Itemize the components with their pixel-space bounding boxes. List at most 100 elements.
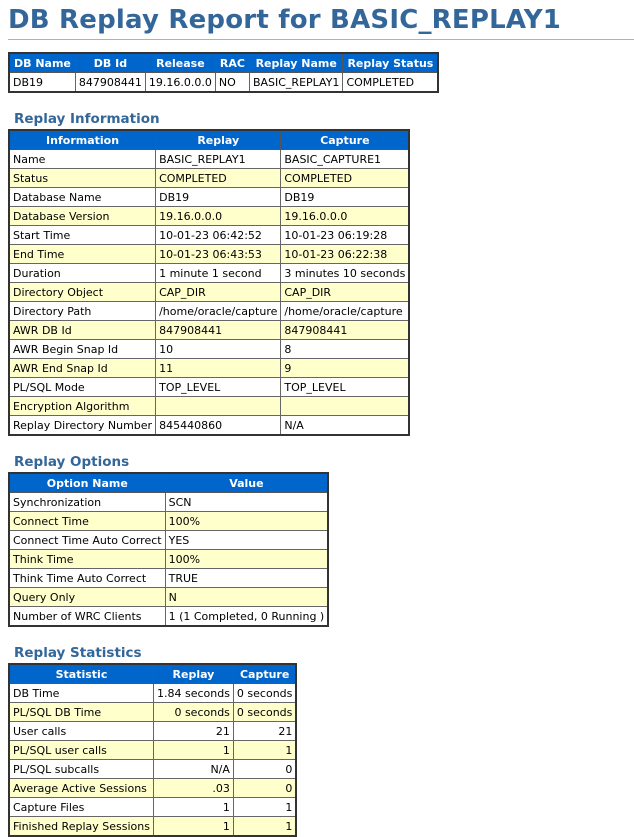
table-body: Synchronization SCN Connect Time 100% Connec…: [8, 492, 329, 627]
row-label: User calls: [8, 721, 154, 741]
header-row: Information Replay Capture: [8, 129, 410, 150]
cell: DB19: [280, 187, 410, 207]
cell: COMPLETED: [342, 72, 439, 93]
table-row: Database Name DB19 DB19: [8, 187, 410, 207]
row-label: PL/SQL user calls: [8, 740, 154, 760]
table-body: DB Time 1.84 seconds 0 seconds PL/SQL DB Ti…: [8, 683, 297, 837]
table-row: DB19 847908441 19.16.0.0.0 NO BASIC_REPLAY1 C…: [8, 72, 439, 93]
cell: YES: [164, 530, 329, 550]
column-header: Replay Status: [342, 52, 439, 73]
table-head: Information Replay Capture: [8, 129, 410, 150]
table-head: DB Name DB Id Release RAC Replay Name Replay …: [8, 52, 439, 73]
row-label: Number of WRC Clients: [8, 606, 166, 627]
table-row: Finished Replay Sessions 1 1: [8, 816, 297, 837]
header-row: Option Name Value: [8, 472, 329, 493]
cell: 19.16.0.0.0: [280, 206, 410, 226]
cell: 1 (1 Completed, 0 Running ): [164, 606, 329, 627]
table-row: Duration 1 minute 1 second 3 minutes 10 se…: [8, 263, 410, 283]
column-header: Information: [8, 129, 157, 150]
row-label: Status: [8, 168, 157, 188]
report-section: Replay Options Option Name Value Synchroniz…: [8, 454, 626, 627]
cell: N/A: [280, 415, 410, 436]
table-row: Name BASIC_REPLAY1 BASIC_CAPTURE1: [8, 149, 410, 169]
cell: 21: [152, 721, 234, 741]
row-label: DB Time: [8, 683, 154, 703]
section-table: Statistic Replay Capture DB Time 1.84 second…: [8, 663, 298, 837]
row-label: Connect Time: [8, 511, 166, 531]
header-row: Statistic Replay Capture: [8, 663, 297, 684]
column-header: Replay: [152, 663, 234, 684]
table-row: Directory Object CAP_DIR CAP_DIR: [8, 282, 410, 302]
cell: 845440860: [155, 415, 282, 436]
cell: 10-01-23 06:22:38: [280, 244, 410, 264]
row-label: Synchronization: [8, 492, 166, 512]
section-heading: Replay Statistics: [14, 645, 142, 661]
cell: SCN: [164, 492, 329, 512]
cell: /home/oracle/capture: [155, 301, 282, 321]
cell: COMPLETED: [155, 168, 282, 188]
cell: 100%: [164, 511, 329, 531]
cell: 1.84 seconds: [152, 683, 234, 703]
row-label: Think Time Auto Correct: [8, 568, 166, 588]
table-row: Start Time 10-01-23 06:42:52 10-01-23 06:1…: [8, 225, 410, 245]
cell: 1: [232, 740, 297, 760]
table-row: Replay Directory Number 845440860 N/A: [8, 415, 410, 436]
cell: 19.16.0.0.0: [155, 206, 282, 226]
table-row: AWR DB Id 847908441 847908441: [8, 320, 410, 340]
row-label: PL/SQL DB Time: [8, 702, 154, 722]
row-label: Database Name: [8, 187, 157, 207]
cell: 11: [155, 358, 282, 378]
table-row: AWR Begin Snap Id 10 8: [8, 339, 410, 359]
cell: 0 seconds: [152, 702, 234, 722]
row-label: PL/SQL Mode: [8, 377, 157, 397]
cell: 10-01-23 06:42:52: [155, 225, 282, 245]
cell: 0: [232, 778, 297, 798]
table-row: PL/SQL Mode TOP_LEVEL TOP_LEVEL: [8, 377, 410, 397]
cell: /home/oracle/capture: [280, 301, 410, 321]
row-label: PL/SQL subcalls: [8, 759, 154, 779]
table-row: Think Time Auto Correct TRUE: [8, 568, 329, 588]
table-row: Status COMPLETED COMPLETED: [8, 168, 410, 188]
row-label: Encryption Algorithm: [8, 396, 157, 416]
table-row: Connect Time 100%: [8, 511, 329, 531]
column-header: Replay Name: [248, 52, 344, 73]
table-head: Statistic Replay Capture: [8, 663, 297, 684]
row-label: Duration: [8, 263, 157, 283]
column-header: DB Name: [8, 52, 76, 73]
cell: 1: [232, 816, 297, 837]
table-row: PL/SQL DB Time 0 seconds 0 seconds: [8, 702, 297, 722]
cell: BASIC_REPLAY1: [155, 149, 282, 169]
table-row: Connect Time Auto Correct YES: [8, 530, 329, 550]
row-label: DB19: [8, 72, 76, 93]
cell: 1: [152, 816, 234, 837]
cell: BASIC_CAPTURE1: [280, 149, 410, 169]
cell: 21: [232, 721, 297, 741]
column-header: DB Id: [74, 52, 146, 73]
section-heading: Replay Information: [14, 111, 160, 127]
column-header: RAC: [214, 52, 250, 73]
cell: 1: [152, 797, 234, 817]
row-label: Start Time: [8, 225, 157, 245]
table-row: DB Time 1.84 seconds 0 seconds: [8, 683, 297, 703]
cell: DB19: [155, 187, 282, 207]
table-row: Encryption Algorithm: [8, 396, 410, 416]
row-label: Replay Directory Number: [8, 415, 157, 436]
cell: 847908441: [155, 320, 282, 340]
summary-block: DB Name DB Id Release RAC Replay Name Replay …: [8, 52, 626, 93]
cell: 3 minutes 10 seconds: [280, 263, 410, 283]
row-label: Name: [8, 149, 157, 169]
title-rule: [8, 39, 634, 40]
row-label: Think Time: [8, 549, 166, 569]
table-row: Database Version 19.16.0.0.0 19.16.0.0.0: [8, 206, 410, 226]
cell: 0: [232, 759, 297, 779]
cell: 100%: [164, 549, 329, 569]
cell: COMPLETED: [280, 168, 410, 188]
table-row: PL/SQL user calls 1 1: [8, 740, 297, 760]
row-label: AWR DB Id: [8, 320, 157, 340]
row-label: Finished Replay Sessions: [8, 816, 154, 837]
cell: TOP_LEVEL: [155, 377, 282, 397]
row-label: Connect Time Auto Correct: [8, 530, 166, 550]
cell: 19.16.0.0.0: [144, 72, 216, 93]
cell: TOP_LEVEL: [280, 377, 410, 397]
cell: 8: [280, 339, 410, 359]
